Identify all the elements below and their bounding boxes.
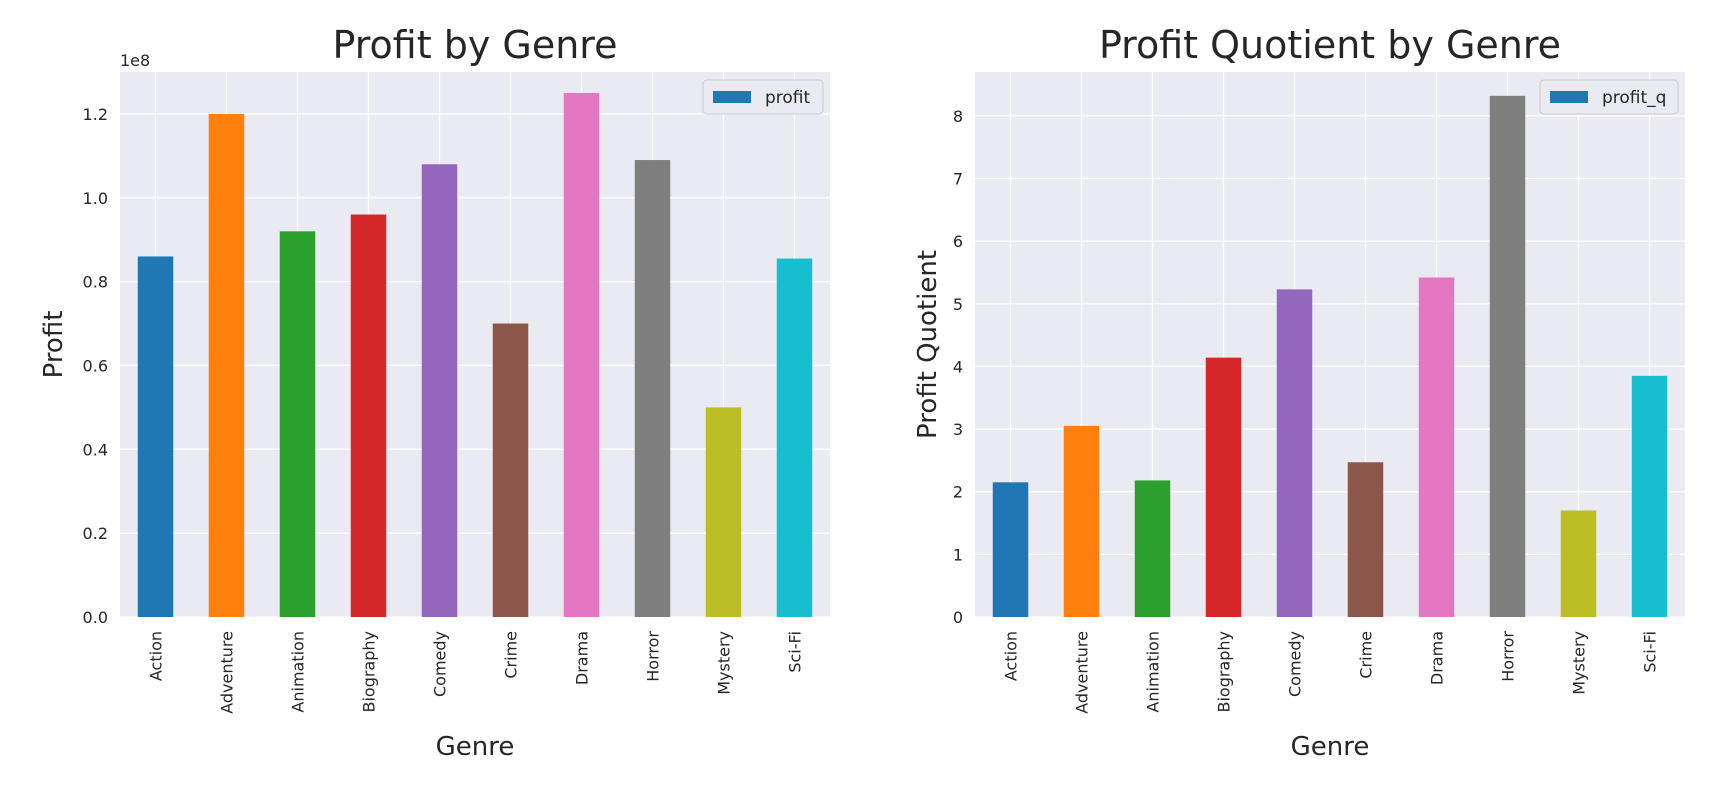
bar-crime	[1347, 462, 1384, 617]
bar-comedy	[1276, 289, 1313, 617]
y-axis-label: Profit Quotient	[913, 250, 943, 439]
y-tick-label: 7	[953, 169, 963, 188]
x-tick-label: Drama	[573, 631, 592, 685]
bar-drama	[563, 92, 600, 617]
chart-title: Profit Quotient by Genre	[1099, 23, 1561, 67]
y-tick-label: 0.0	[83, 608, 108, 627]
y-tick-label: 0.4	[83, 440, 108, 459]
x-tick-label: Horror	[1499, 631, 1518, 682]
x-tick-label: Mystery	[1570, 631, 1589, 695]
y-axis-label: Profit	[39, 311, 69, 379]
x-tick-label: Action	[1002, 631, 1021, 681]
bar-drama	[1418, 277, 1455, 617]
legend-box	[702, 79, 824, 115]
bar-adventure	[1063, 425, 1100, 617]
legend-label: profit_q	[1602, 88, 1666, 108]
y-tick-label: 5	[953, 295, 963, 314]
legend-label: profit	[765, 88, 811, 108]
bar-animation	[1134, 480, 1171, 617]
bar-animation	[279, 231, 316, 618]
x-tick-label: Biography	[360, 631, 379, 713]
x-tick-label: Drama	[1428, 631, 1447, 685]
y-tick-label: 3	[953, 420, 963, 439]
y-tick-label: 0.8	[83, 273, 108, 292]
y-tick-label: 8	[953, 107, 963, 126]
y-tick-label: 1.0	[83, 189, 108, 208]
x-tick-label: Animation	[289, 631, 308, 713]
bar-mystery	[1560, 510, 1597, 617]
x-axis-label: Genre	[1291, 732, 1370, 762]
y-tick-label: 1	[953, 545, 963, 564]
x-tick-label: Animation	[1144, 631, 1163, 713]
bar-adventure	[208, 113, 245, 617]
x-tick-label: Horror	[644, 631, 663, 682]
chart-panel-2: 0 1 2 3 4 5 6 7 8 Action Adventure Animation Biograp…	[913, 23, 1685, 762]
x-tick-label: Mystery	[715, 631, 734, 695]
x-tick-label: Crime	[1357, 631, 1376, 679]
legend-swatch	[1550, 91, 1588, 103]
legend-box	[1539, 79, 1679, 115]
x-axis-label: Genre	[436, 732, 515, 762]
x-tick-label: Adventure	[218, 631, 237, 714]
legend: profit	[702, 79, 824, 115]
bar-crime	[492, 323, 529, 617]
chart-title: Profit by Genre	[333, 23, 618, 67]
legend-swatch	[713, 91, 751, 103]
bar-action	[137, 256, 174, 617]
bar-comedy	[421, 164, 458, 617]
x-tick-label: Comedy	[431, 631, 450, 697]
bar-horror	[634, 160, 671, 618]
bar-sci-fi	[1631, 375, 1668, 617]
x-tick-label: Biography	[1215, 631, 1234, 713]
bar-action	[992, 482, 1029, 617]
bar-sci-fi	[776, 258, 813, 617]
x-tick-label: Adventure	[1073, 631, 1092, 714]
bar-biography	[1205, 357, 1242, 617]
y-tick-label: 0	[953, 608, 963, 627]
x-tick-label: Action	[147, 631, 166, 681]
y-tick-label: 0.2	[83, 524, 108, 543]
x-tick-label: Comedy	[1286, 631, 1305, 697]
y-offset-label: 1e8	[120, 51, 150, 70]
bar-biography	[350, 214, 387, 618]
x-tick-label: Sci-Fi	[786, 631, 805, 673]
chart-panel-1: 0.0 0.2 0.4 0.6 0.8 1.0 1.2 Action Adventure Anim…	[39, 23, 830, 762]
y-tick-label: 0.6	[83, 356, 108, 375]
x-tick-label: Sci-Fi	[1641, 631, 1660, 673]
legend: profit_q	[1539, 79, 1679, 115]
y-tick-label: 4	[953, 357, 963, 376]
y-tick-label: 2	[953, 483, 963, 502]
y-tick-label: 1.2	[83, 105, 108, 124]
bar-horror	[1489, 95, 1526, 618]
x-tick-label: Crime	[502, 631, 521, 679]
y-tick-label: 6	[953, 232, 963, 251]
bar-mystery	[705, 407, 742, 617]
